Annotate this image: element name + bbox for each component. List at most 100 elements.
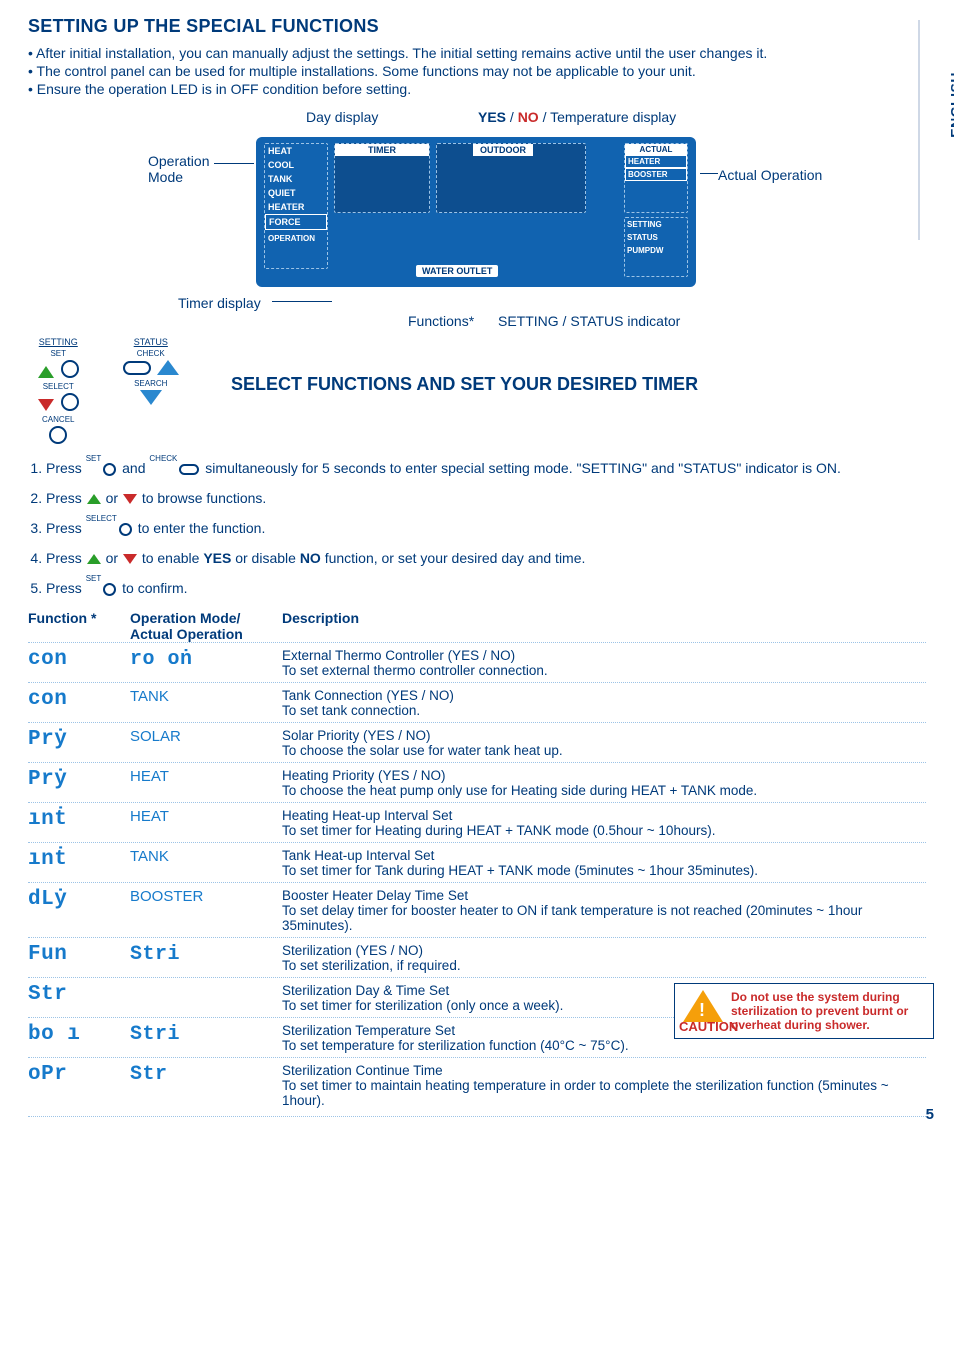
up-icon: [87, 494, 101, 504]
mini-check-label: CHECK: [149, 454, 177, 463]
yes: YES: [203, 550, 231, 566]
water-outlet: WATER OUTLET: [416, 265, 498, 277]
mode-column: HEAT COOL TANK QUIET HEATER FORCE OPERAT…: [264, 143, 328, 269]
step-text: Press: [46, 460, 86, 476]
step-text: to browse functions.: [142, 490, 267, 506]
func-desc: Solar Priority (YES / NO) To choose the …: [282, 728, 926, 758]
mini-set-label: SET: [86, 454, 102, 463]
intro-bullets: After initial installation, you can manu…: [28, 45, 926, 97]
func-mode: BOOSTER: [130, 888, 270, 905]
check-label: CHECK: [121, 349, 182, 358]
status-up-icon: [157, 360, 179, 375]
step-text: Press: [46, 520, 86, 536]
instruction-steps: Press SET and CHECK simultaneously for 5…: [46, 460, 926, 596]
func-desc: Tank Heat-up Interval Set To set timer f…: [282, 848, 926, 878]
table-row: Prẏ SOLAR Solar Priority (YES / NO) To cho…: [28, 722, 926, 762]
up-icon: [38, 366, 54, 378]
cancel-button[interactable]: [49, 426, 67, 444]
setting-label: SETTING: [36, 337, 81, 347]
page-number: 5: [926, 1106, 934, 1123]
func-desc: Heating Heat-up Interval Set To set time…: [282, 808, 926, 838]
lcd-panel: HEAT COOL TANK QUIET HEATER FORCE OPERAT…: [256, 137, 696, 287]
select-button[interactable]: [61, 393, 79, 411]
func-desc: Tank Connection (YES / NO) To set tank c…: [282, 688, 926, 718]
step-text: Press: [46, 580, 86, 596]
func-mode: TANK: [130, 848, 270, 865]
check-button[interactable]: [123, 361, 151, 375]
table-row: ınṫ TANK Tank Heat-up Interval Set To set …: [28, 842, 926, 882]
temp-disp-text: / Temperature display: [539, 109, 676, 125]
subheading: SELECT FUNCTIONS AND SET YOUR DESIRED TI…: [231, 374, 698, 395]
func-mode: Str: [130, 1063, 270, 1086]
search-label: SEARCH: [121, 379, 182, 388]
mode-item: TANK: [265, 172, 327, 186]
up-icon: [87, 554, 101, 564]
func-code: ınṫ: [28, 848, 118, 871]
step-text: or disable: [235, 550, 300, 566]
table-row: dLẏBOOSTERBooster Heater Delay Time Set …: [28, 882, 926, 937]
func-code: Fun: [28, 943, 118, 966]
mini-set-label: SET: [86, 574, 102, 583]
actual-item: HEATER: [625, 155, 687, 168]
set-label: SET: [36, 349, 81, 358]
step-text: function, or set your desired day and ti…: [325, 550, 586, 566]
step-text: or: [106, 490, 122, 506]
outdoor-hdr: OUTDOOR: [473, 144, 533, 156]
button-legend: SETTING SET SELECT CANCEL STATUS CHECK S…: [36, 337, 926, 448]
mode-item: HEATER: [265, 200, 327, 214]
func-desc: Booster Heater Delay Time Set To set del…: [282, 888, 926, 933]
cancel-label: CANCEL: [36, 415, 81, 424]
step-text: or: [106, 550, 122, 566]
func-mode: SOLAR: [130, 728, 270, 745]
timer-box: TIMER: [334, 143, 430, 213]
step-text: simultaneously for 5 seconds to enter sp…: [205, 460, 841, 476]
actual-col: ACTUAL HEATER BOOSTER: [624, 143, 688, 213]
down-icon: [38, 399, 54, 411]
bullet: The control panel can be used for multip…: [28, 63, 926, 79]
down-icon: [123, 494, 137, 504]
func-mode: Stri: [130, 1023, 270, 1046]
mode-item: FORCE: [265, 214, 327, 230]
func-mode: TANK: [130, 688, 270, 705]
lbl-setting-status: SETTING / STATUS indicator: [498, 313, 680, 329]
lbl-day-display: Day display: [306, 109, 378, 125]
right-bottom-col: SETTING STATUS PUMPDW: [624, 217, 688, 277]
th-mode: Operation Mode/ Actual Operation: [130, 610, 270, 642]
set-icon: [103, 583, 116, 596]
step: Press or to enable YES or disable NO fun…: [46, 550, 926, 566]
no-text: NO: [518, 109, 539, 125]
func-code: Prẏ: [28, 728, 118, 751]
bullet: Ensure the operation LED is in OFF condi…: [28, 81, 926, 97]
caution-box: Do not use the system during sterilizati…: [674, 983, 934, 1039]
side-tab-text: ENGLISH: [948, 72, 954, 138]
lbl-yes-no: YES / NO / Temperature display: [478, 109, 676, 125]
lbl-actual-op: Actual Operation: [718, 167, 822, 183]
step-text: to enable: [142, 550, 204, 566]
func-code: ınṫ: [28, 808, 118, 831]
caution-label: CAUTION: [679, 1019, 738, 1034]
mode-operation: OPERATION: [265, 232, 327, 245]
page-title: SETTING UP THE SPECIAL FUNCTIONS: [28, 16, 926, 37]
func-code: con: [28, 648, 118, 671]
func-mode: HEAT: [130, 768, 270, 785]
step: Press SET to confirm.: [46, 580, 926, 596]
lbl-functions: Functions*: [408, 313, 474, 329]
callout-line: [272, 301, 332, 302]
mode-item: QUIET: [265, 186, 327, 200]
rb-item: PUMPDW: [625, 244, 687, 257]
step-text: to enter the function.: [138, 520, 266, 536]
callout-line: [700, 173, 718, 174]
step-text: to confirm.: [122, 580, 187, 596]
warning-icon: [683, 990, 723, 1022]
rb-item: SETTING: [625, 218, 687, 231]
func-mode: Stri: [130, 943, 270, 966]
step-text: Press: [46, 490, 86, 506]
func-mode: ro oṅ: [130, 648, 270, 671]
bottom-rule: [28, 1116, 926, 1117]
mode-item: COOL: [265, 158, 327, 172]
check-icon: [179, 464, 199, 475]
status-group: STATUS CHECK SEARCH: [121, 337, 182, 409]
mode-item: HEAT: [265, 144, 327, 158]
table-row: conTANKTank Connection (YES / NO) To set…: [28, 682, 926, 722]
set-button[interactable]: [61, 360, 79, 378]
